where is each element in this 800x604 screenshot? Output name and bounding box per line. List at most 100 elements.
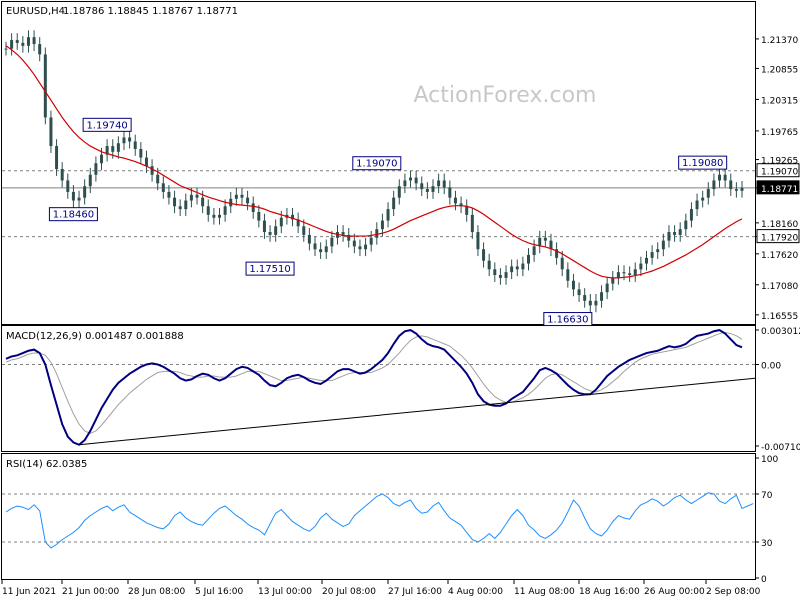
candle-body [262, 220, 266, 233]
candle-body [482, 249, 486, 261]
candle-body [83, 186, 87, 198]
candle-body [740, 187, 744, 191]
macd-axis-label: 0.003012 [761, 327, 800, 337]
annotation-box [678, 155, 728, 170]
rsi-axis-label: 0 [761, 575, 767, 585]
candle-body [358, 246, 362, 250]
candle-body [347, 234, 351, 241]
candle-body [656, 249, 660, 253]
candle-body [313, 243, 317, 250]
candle-body [577, 289, 581, 296]
candle-body [414, 177, 418, 184]
candle-body [380, 220, 384, 230]
candle-body [571, 280, 575, 290]
time-axis-label: 2 Sep 08:00 [706, 587, 761, 597]
candle-body [644, 257, 648, 264]
candle-body [498, 275, 502, 278]
candle-body [212, 214, 216, 218]
annotation-box [352, 156, 402, 171]
macd-signal-line [5, 331, 743, 434]
candle-body [66, 180, 70, 192]
macd-axis-label: -0.007109 [761, 443, 800, 453]
candle-body [605, 283, 609, 293]
candle-body [442, 180, 446, 188]
candle-body [173, 197, 177, 207]
candle-body [302, 226, 306, 235]
candle-body [268, 232, 272, 235]
candle-body [392, 197, 396, 210]
price-axis-label: 1.19265 [761, 157, 798, 167]
candle-body [178, 206, 182, 210]
candle-body [55, 146, 59, 169]
candle-body [60, 169, 64, 181]
candle-body [77, 197, 81, 201]
candle-body [223, 206, 227, 215]
candle-body [706, 189, 710, 198]
candle-body [504, 272, 508, 278]
candle-body [712, 180, 716, 190]
price-axis-label: 1.21370 [761, 36, 798, 46]
candle-body [549, 240, 553, 250]
candle-body [437, 180, 441, 187]
candle-body [487, 260, 491, 270]
candle-body [184, 200, 188, 210]
time-axis-label: 4 Aug 00:00 [448, 587, 503, 597]
candle-body [684, 220, 688, 230]
candle-body [527, 254, 531, 264]
candle-body [628, 273, 632, 276]
candle-body [206, 206, 210, 215]
candle-body [364, 244, 368, 250]
candle-body [723, 174, 727, 181]
candle-body [689, 209, 693, 221]
candle-body [330, 237, 334, 247]
candle-body [32, 37, 36, 45]
candle-body [453, 197, 457, 204]
time-axis-label: 13 Jul 00:00 [258, 587, 312, 597]
candle-body [88, 174, 92, 187]
macd-panel-frame [1, 325, 756, 452]
candle-body [718, 174, 722, 181]
candle-body [105, 146, 109, 155]
rsi-panel-frame [1, 453, 756, 580]
time-axis-label: 20 Jul 08:00 [322, 587, 376, 597]
annotation-label: 1.19740 [86, 120, 127, 131]
candle-body [695, 200, 699, 210]
candle-body [701, 197, 705, 201]
candle-body [622, 272, 626, 274]
candle-body [476, 232, 480, 250]
price-axis-box [756, 229, 800, 244]
candle-body [341, 232, 345, 235]
candle-body [470, 214, 474, 233]
candle-body [594, 300, 598, 306]
candle-body [425, 189, 429, 192]
candle-body [566, 269, 570, 281]
candle-body [307, 234, 311, 244]
rsi-axis-label: 100 [761, 455, 778, 465]
time-axis-label: 18 Aug 16:00 [579, 587, 640, 597]
header-symbol: EURUSD,H4 [6, 6, 65, 17]
candle-body [352, 240, 356, 247]
annotation-label: 1.19080 [682, 158, 723, 169]
candle-body [71, 191, 75, 201]
candle-body [661, 240, 665, 250]
candle-body [296, 219, 300, 227]
candle-body [465, 206, 469, 215]
candle-body [543, 237, 547, 241]
candle-body [167, 191, 171, 198]
candle-body [667, 232, 671, 241]
candle-body [448, 187, 452, 198]
candle-body [274, 226, 278, 235]
price-axis-label: 1.16555 [761, 312, 798, 322]
macd-line [5, 329, 743, 446]
candle-body [189, 194, 193, 201]
candle-body [100, 154, 104, 164]
macd-trendline [78, 377, 756, 446]
moving-average-line [5, 45, 743, 279]
candle-body [15, 40, 19, 43]
annotation-label: 1.17510 [249, 264, 290, 275]
candle-body [673, 232, 677, 235]
price-axis-box [756, 180, 800, 195]
candle-body [234, 194, 238, 199]
